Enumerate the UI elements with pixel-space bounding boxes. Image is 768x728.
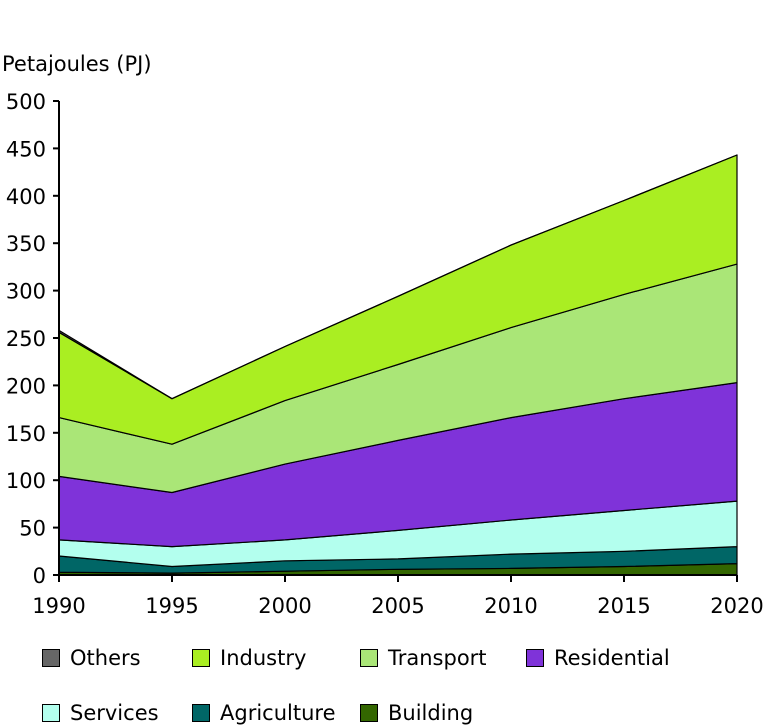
legend-label: Others <box>70 646 141 670</box>
y-tick-label: 50 <box>19 517 46 541</box>
chart: Petajoules (PJ) 0 50 100 150 200 250 300 350 400… <box>2 52 764 618</box>
legend-label: Agriculture <box>220 701 336 725</box>
x-tick-label: 2005 <box>371 594 424 618</box>
area-others <box>58 154 738 400</box>
legend-item-industry: Industry <box>192 643 306 673</box>
legend-swatch <box>526 649 544 667</box>
y-tick-label: 200 <box>6 374 46 398</box>
x-tick-label: 2020 <box>710 594 763 618</box>
legend-swatch <box>42 704 60 722</box>
y-tick-label: 500 <box>6 90 46 114</box>
x-tick-label: 1995 <box>145 594 198 618</box>
y-tick-label: 300 <box>6 280 46 304</box>
y-tick-label: 350 <box>6 232 46 256</box>
legend-label: Services <box>70 701 159 725</box>
y-tick-label: 0 <box>33 564 46 588</box>
area-layers <box>58 154 738 576</box>
y-axis-title: Petajoules (PJ) <box>2 52 152 76</box>
x-tick-label: 1990 <box>32 594 85 618</box>
legend-item-residential: Residential <box>526 643 670 673</box>
y-tick-label: 250 <box>6 327 46 351</box>
legend-label: Residential <box>554 646 670 670</box>
legend-swatch <box>42 649 60 667</box>
axes: 0 50 100 150 200 250 300 350 400 450 500 1990 1995 20… <box>6 90 764 618</box>
legend-item-others: Others <box>42 643 141 673</box>
legend-label: Transport <box>388 646 487 670</box>
legend-label: Industry <box>220 646 307 670</box>
legend-item-transport: Transport <box>360 643 487 673</box>
x-tick-label: 2000 <box>258 594 311 618</box>
x-tick-label: 2015 <box>597 594 650 618</box>
legend-item-agriculture: Agriculture <box>192 698 336 728</box>
legend-swatch <box>360 704 378 722</box>
y-tick-label: 400 <box>6 185 46 209</box>
x-tick-label: 2010 <box>484 594 537 618</box>
y-tick-label: 150 <box>6 422 46 446</box>
legend-swatch <box>360 649 378 667</box>
legend-label: Building <box>388 701 474 725</box>
y-tick-label: 450 <box>6 137 46 161</box>
legend-item-services: Services <box>42 698 159 728</box>
legend-swatch <box>192 649 210 667</box>
legend-item-building: Building <box>360 698 473 728</box>
y-tick-label: 100 <box>6 469 46 493</box>
legend-swatch <box>192 704 210 722</box>
